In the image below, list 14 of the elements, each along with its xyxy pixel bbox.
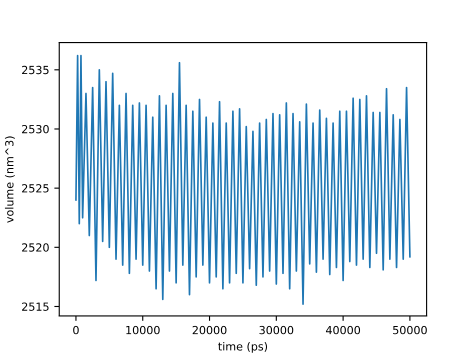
- x-tick-label: 20000: [192, 326, 226, 334]
- y-tick-label: 2525: [22, 184, 49, 193]
- y-tick-label: 2530: [22, 124, 49, 134]
- x-tick-label: 50000: [393, 326, 427, 334]
- x-tick-label: 10000: [126, 326, 160, 334]
- x-tick-label: 30000: [259, 326, 294, 334]
- y-axis-title: volume (nm^3): [4, 136, 15, 223]
- y-tick-label: 2535: [22, 66, 49, 74]
- line-series: [75, 54, 411, 305]
- x-tick-label: 40000: [326, 326, 360, 334]
- x-axis-title: time (ps): [218, 342, 268, 353]
- y-tick-label: 2520: [22, 243, 49, 252]
- x-tick-label: 0: [73, 326, 79, 334]
- y-tick-label: 2515: [22, 302, 49, 311]
